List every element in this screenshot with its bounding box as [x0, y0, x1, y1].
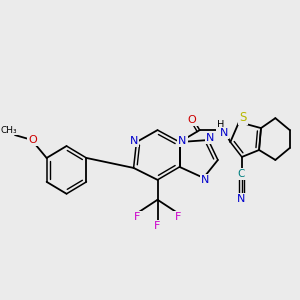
Text: N: N: [129, 136, 138, 146]
Text: O: O: [28, 135, 37, 145]
Text: C: C: [237, 169, 244, 179]
Text: H: H: [217, 120, 224, 130]
Text: F: F: [134, 212, 141, 222]
Text: N: N: [219, 128, 228, 138]
Text: S: S: [239, 111, 247, 124]
Text: N: N: [201, 175, 210, 185]
Text: O: O: [188, 115, 196, 125]
Text: N: N: [237, 194, 245, 204]
Text: CH₃: CH₃: [0, 126, 16, 135]
Text: N: N: [178, 136, 187, 146]
Text: F: F: [154, 220, 161, 231]
Text: F: F: [175, 212, 181, 222]
Text: N: N: [206, 133, 214, 143]
